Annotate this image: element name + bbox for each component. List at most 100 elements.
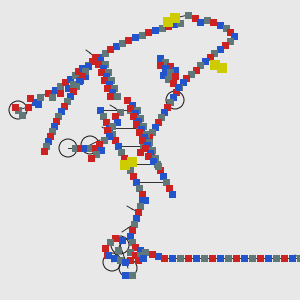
Bar: [223, 25, 230, 32]
Bar: [92, 145, 98, 152]
Bar: [169, 80, 176, 86]
Bar: [148, 148, 154, 155]
Bar: [139, 190, 145, 197]
Bar: [106, 133, 112, 140]
Bar: [112, 112, 118, 119]
Bar: [137, 125, 145, 133]
Bar: [127, 256, 134, 263]
Bar: [148, 146, 155, 154]
Bar: [224, 254, 232, 262]
Bar: [142, 136, 148, 143]
Bar: [79, 73, 86, 80]
Bar: [100, 112, 106, 119]
Bar: [100, 76, 107, 83]
Bar: [19, 112, 26, 118]
Bar: [55, 112, 62, 119]
Bar: [128, 272, 136, 278]
Bar: [170, 20, 178, 28]
Bar: [131, 244, 139, 250]
Bar: [136, 128, 142, 136]
Bar: [133, 178, 140, 185]
Bar: [92, 53, 98, 61]
Bar: [139, 130, 145, 137]
Bar: [163, 178, 170, 185]
Bar: [118, 40, 125, 46]
Bar: [161, 58, 169, 65]
Bar: [85, 61, 92, 68]
Bar: [230, 32, 238, 40]
Bar: [289, 254, 296, 262]
Bar: [122, 259, 128, 266]
Bar: [248, 254, 256, 262]
Bar: [158, 113, 164, 121]
Bar: [70, 88, 76, 94]
Bar: [127, 104, 134, 112]
Bar: [149, 158, 157, 164]
Bar: [146, 149, 154, 157]
Bar: [11, 103, 19, 110]
Bar: [109, 130, 116, 137]
Bar: [182, 74, 190, 82]
Bar: [128, 238, 136, 245]
Bar: [196, 19, 203, 26]
Bar: [124, 97, 130, 104]
Bar: [106, 238, 113, 245]
Bar: [115, 142, 122, 149]
Bar: [210, 60, 220, 70]
Bar: [136, 184, 142, 191]
Bar: [164, 103, 170, 110]
Bar: [206, 53, 214, 61]
Bar: [70, 80, 76, 88]
Bar: [49, 128, 56, 134]
Bar: [113, 118, 121, 125]
Bar: [73, 82, 80, 89]
Bar: [217, 46, 224, 52]
Bar: [196, 19, 203, 26]
Bar: [101, 50, 109, 56]
Bar: [154, 118, 161, 125]
Bar: [74, 68, 82, 74]
Bar: [203, 16, 211, 23]
Bar: [157, 55, 164, 62]
Bar: [56, 82, 64, 89]
Bar: [103, 85, 110, 92]
Bar: [152, 26, 158, 34]
Bar: [26, 94, 34, 101]
Bar: [154, 163, 161, 170]
Bar: [167, 62, 173, 70]
Bar: [101, 244, 109, 251]
Bar: [76, 76, 83, 83]
Bar: [151, 154, 158, 161]
Bar: [76, 77, 82, 85]
Bar: [157, 61, 164, 68]
Bar: [127, 106, 134, 113]
Bar: [169, 190, 176, 197]
Bar: [193, 254, 200, 262]
Bar: [280, 254, 287, 262]
Bar: [179, 79, 187, 86]
Bar: [133, 214, 140, 221]
Bar: [85, 62, 92, 70]
Bar: [127, 167, 134, 173]
Bar: [25, 103, 32, 110]
Bar: [43, 142, 50, 149]
Bar: [167, 68, 173, 76]
Bar: [118, 148, 124, 155]
Bar: [202, 58, 208, 64]
Bar: [106, 92, 113, 100]
Bar: [103, 251, 110, 259]
Bar: [128, 101, 136, 109]
Bar: [226, 38, 233, 44]
Bar: [193, 67, 200, 73]
Bar: [131, 110, 139, 116]
Bar: [100, 64, 106, 71]
Bar: [122, 272, 128, 278]
Bar: [112, 235, 118, 242]
Bar: [127, 157, 137, 167]
Bar: [82, 73, 88, 80]
Bar: [107, 76, 115, 83]
Bar: [106, 80, 112, 88]
Bar: [136, 124, 142, 131]
Bar: [131, 34, 139, 40]
Bar: [152, 154, 158, 161]
